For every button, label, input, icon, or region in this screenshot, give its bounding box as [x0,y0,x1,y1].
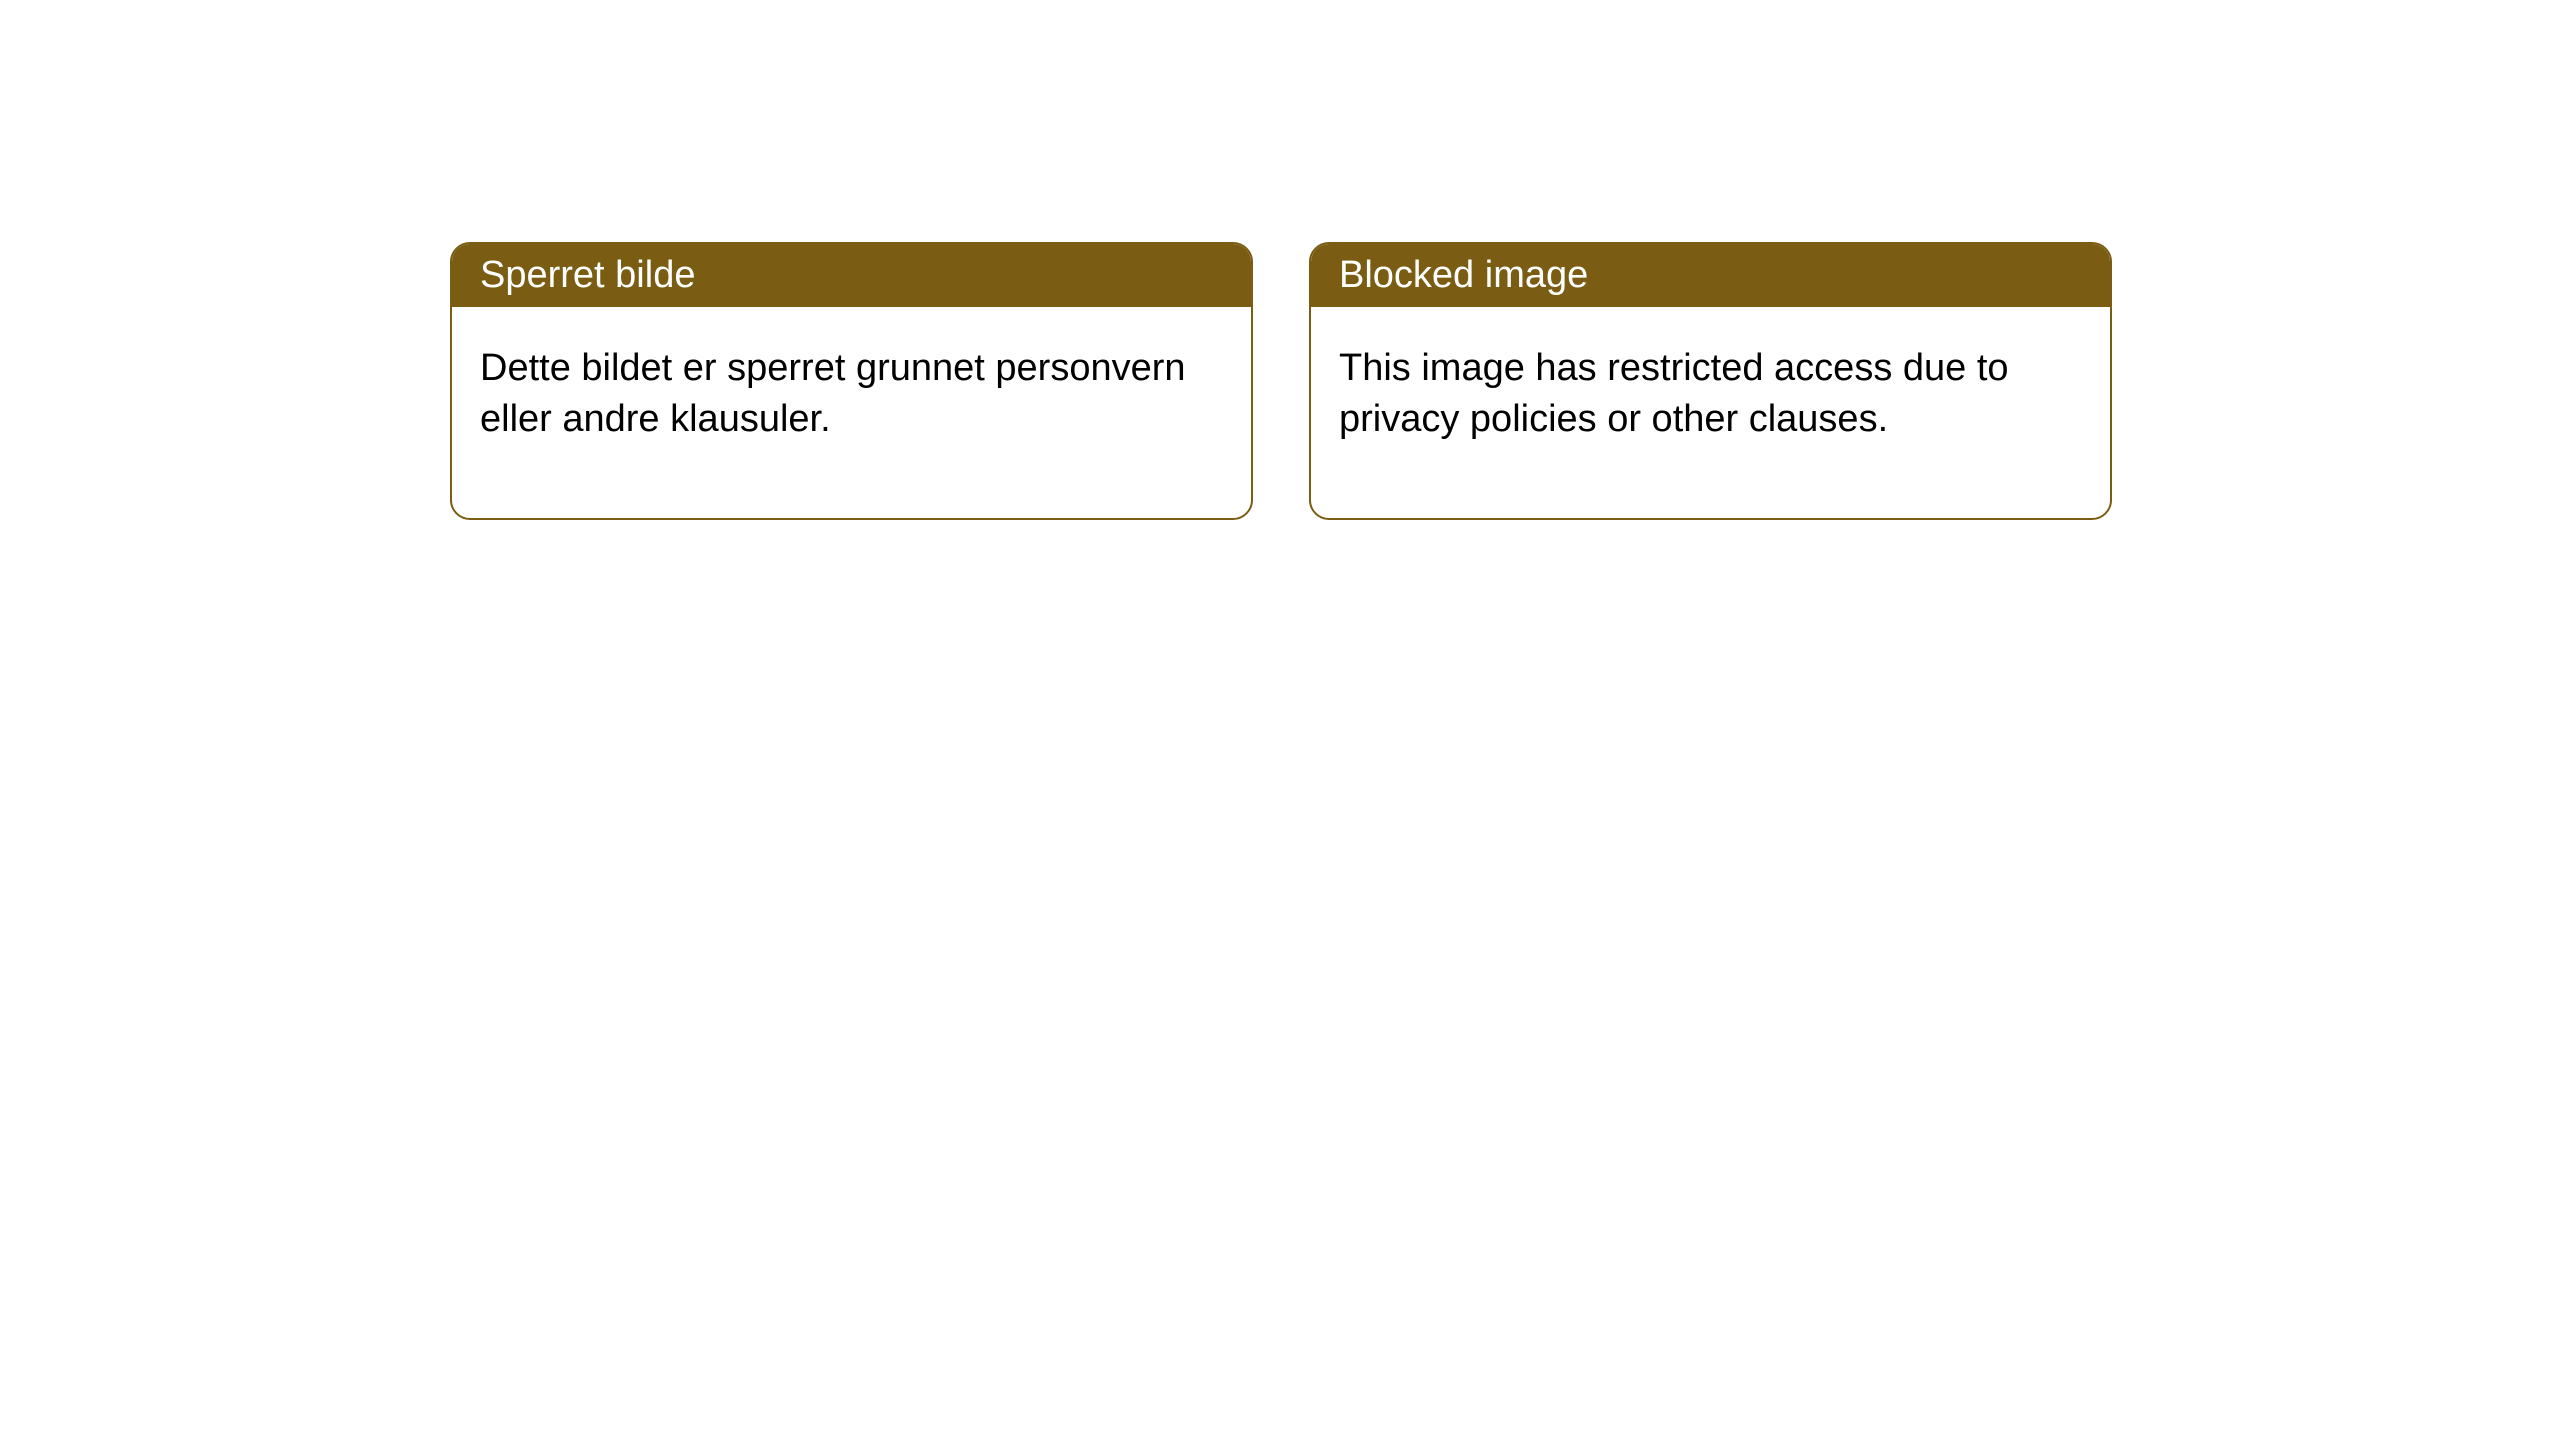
notice-body-text: Dette bildet er sperret grunnet personve… [480,347,1186,440]
notice-body: Dette bildet er sperret grunnet personve… [452,307,1251,518]
notice-header: Blocked image [1311,244,2110,307]
notice-title: Blocked image [1339,254,1588,296]
notice-container: Sperret bilde Dette bildet er sperret gr… [0,0,2560,520]
notice-card-en: Blocked image This image has restricted … [1309,242,2112,520]
notice-header: Sperret bilde [452,244,1251,307]
notice-title: Sperret bilde [480,254,695,296]
notice-body-text: This image has restricted access due to … [1339,347,2009,440]
notice-body: This image has restricted access due to … [1311,307,2110,518]
notice-card-no: Sperret bilde Dette bildet er sperret gr… [450,242,1253,520]
